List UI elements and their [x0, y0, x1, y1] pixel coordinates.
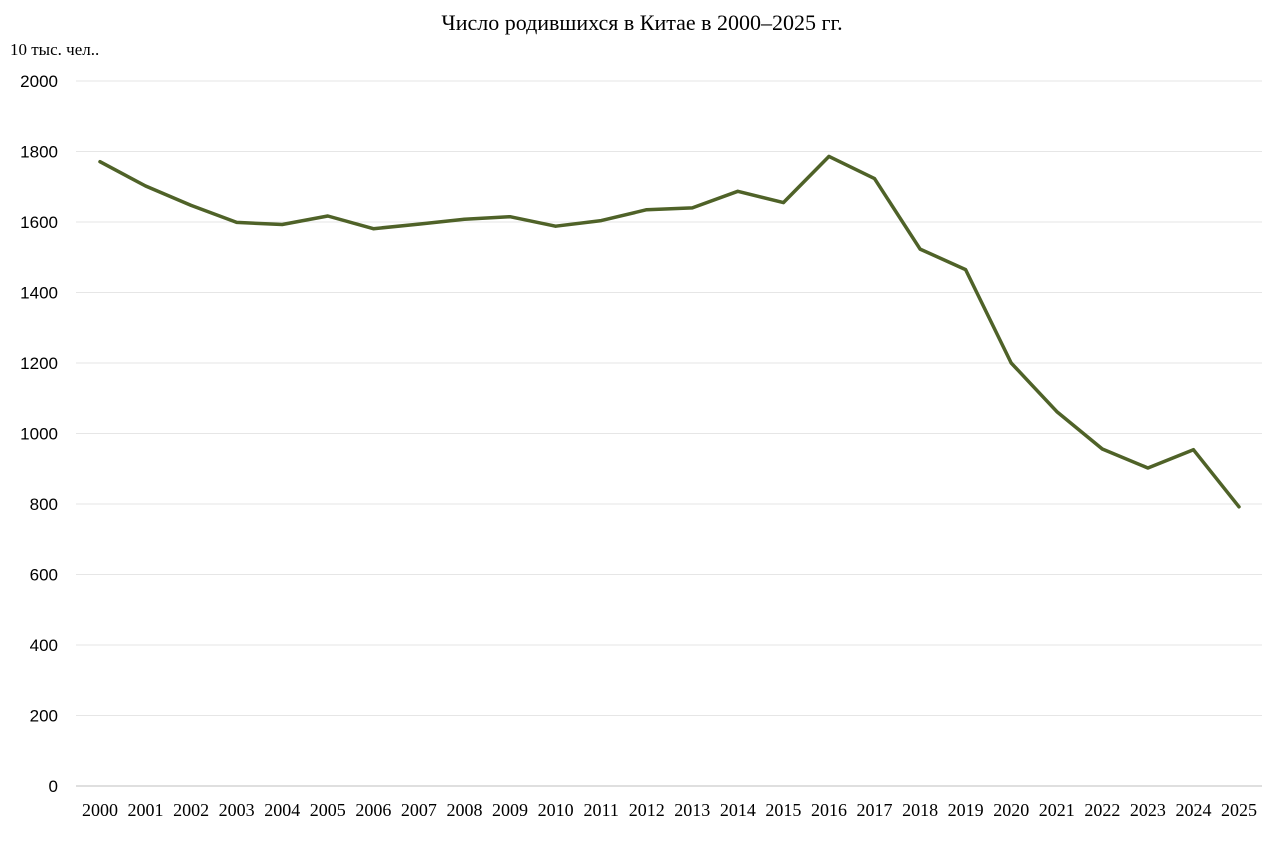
data-point — [1146, 466, 1150, 470]
data-point — [462, 217, 466, 221]
y-tick-label: 800 — [30, 495, 58, 514]
x-tick-label: 2003 — [219, 800, 255, 820]
data-point — [873, 177, 877, 181]
x-tick-label: 2021 — [1039, 800, 1075, 820]
x-tick-label: 2008 — [446, 800, 482, 820]
series-line — [98, 154, 1241, 509]
data-point — [736, 189, 740, 193]
x-tick-label: 2009 — [492, 800, 528, 820]
data-point — [144, 184, 148, 188]
x-tick-label: 2024 — [1175, 800, 1211, 820]
x-tick-label: 2000 — [82, 800, 118, 820]
x-tick-label: 2018 — [902, 800, 938, 820]
x-tick-label: 2016 — [811, 800, 847, 820]
data-point — [371, 227, 375, 231]
y-tick-label: 1200 — [20, 354, 58, 373]
x-tick-label: 2005 — [310, 800, 346, 820]
y-tick-label: 1000 — [20, 425, 58, 444]
x-tick-label: 2015 — [765, 800, 801, 820]
data-point — [1055, 410, 1059, 414]
x-tick-label: 2013 — [674, 800, 710, 820]
y-tick-label: 1600 — [20, 213, 58, 232]
data-point — [554, 224, 558, 228]
gridlines — [76, 80, 1262, 716]
x-tick-label: 2022 — [1084, 800, 1120, 820]
x-tick-label: 2010 — [538, 800, 574, 820]
data-point — [508, 215, 512, 219]
x-tick-label: 2004 — [264, 800, 300, 820]
data-point — [98, 160, 102, 164]
x-tick-label: 2020 — [993, 800, 1029, 820]
data-point — [918, 247, 922, 251]
y-tick-label: 400 — [30, 636, 58, 655]
y-tick-label: 2000 — [20, 72, 58, 91]
y-tick-label: 0 — [49, 777, 58, 796]
data-point — [690, 206, 694, 210]
x-tick-label: 2025 — [1221, 800, 1257, 820]
data-point — [1100, 447, 1104, 451]
x-axis-ticks: 2000 2001 2002 2003 2004 2005 2006 2007 2008 2009… — [82, 800, 1257, 820]
x-tick-label: 2002 — [173, 800, 209, 820]
chart-title: Число родившихся в Китае в 2000–2025 гг. — [441, 10, 842, 35]
data-point — [1237, 505, 1241, 509]
y-tick-label: 1400 — [20, 284, 58, 303]
data-point — [964, 268, 968, 272]
x-tick-label: 2007 — [401, 800, 437, 820]
data-point — [326, 214, 330, 218]
data-point — [189, 203, 193, 207]
x-tick-label: 2023 — [1130, 800, 1166, 820]
x-tick-label: 2006 — [355, 800, 391, 820]
data-point — [235, 220, 239, 224]
y-axis-unit-label: 10 тыс. чел.. — [10, 40, 99, 59]
y-tick-label: 600 — [30, 566, 58, 585]
data-point — [1009, 361, 1013, 365]
x-tick-label: 2019 — [948, 800, 984, 820]
data-point — [781, 201, 785, 205]
data-point — [645, 208, 649, 212]
y-tick-label: 200 — [30, 707, 58, 726]
data-point — [599, 219, 603, 223]
data-point — [417, 222, 421, 226]
x-tick-label: 2001 — [128, 800, 164, 820]
series-group — [98, 154, 1241, 509]
y-axis-ticks: 0 200 400 600 800 1000 1200 1400 1600 1800 2000 — [20, 72, 58, 796]
x-tick-label: 2011 — [583, 800, 618, 820]
x-tick-label: 2012 — [629, 800, 665, 820]
data-point — [1191, 448, 1195, 452]
data-point — [280, 222, 284, 226]
x-tick-label: 2017 — [857, 800, 893, 820]
data-point — [827, 154, 831, 158]
x-tick-label: 2014 — [720, 800, 756, 820]
y-tick-label: 1800 — [20, 143, 58, 162]
